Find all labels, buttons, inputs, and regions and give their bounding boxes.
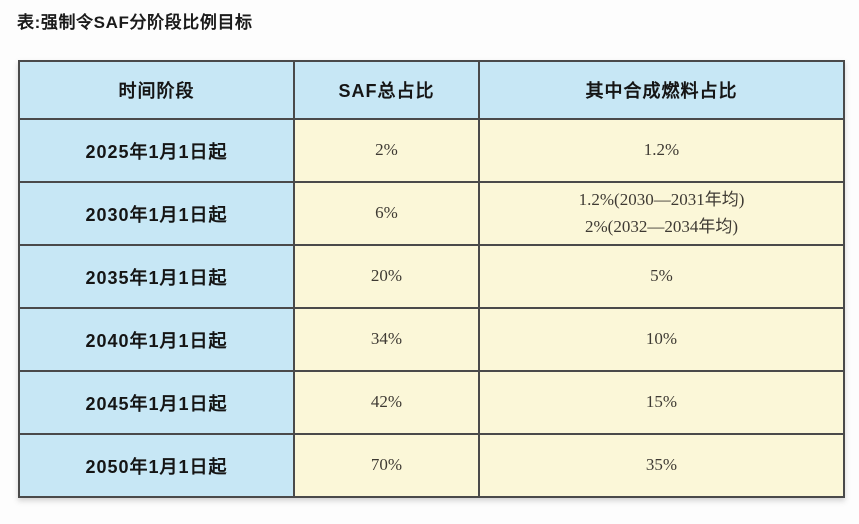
synthetic-share-cell: 10%: [478, 307, 845, 372]
period-cell: 2045年1月1日起: [18, 370, 295, 435]
saf-targets-table: 时间阶段 SAF总占比 其中合成燃料占比 2025年1月1日起 2% 1.2% …: [18, 60, 845, 498]
period-cell: 2030年1月1日起: [18, 181, 295, 246]
table-row: 2035年1月1日起 20% 5%: [18, 244, 845, 309]
header-time-period: 时间阶段: [18, 60, 295, 120]
period-cell: 2035年1月1日起: [18, 244, 295, 309]
table-row: 2045年1月1日起 42% 15%: [18, 370, 845, 435]
table-title: 表:强制令SAF分阶段比例目标: [17, 13, 253, 32]
period-cell: 2040年1月1日起: [18, 307, 295, 372]
header-saf-total-share: SAF总占比: [293, 60, 480, 120]
saf-total-cell: 70%: [293, 433, 480, 498]
saf-total-cell: 6%: [293, 181, 480, 246]
saf-total-cell: 2%: [293, 118, 480, 183]
synthetic-share-cell: 5%: [478, 244, 845, 309]
table-header: 时间阶段 SAF总占比 其中合成燃料占比: [18, 60, 845, 120]
period-cell: 2050年1月1日起: [18, 433, 295, 498]
header-synthetic-fuel-share: 其中合成燃料占比: [478, 60, 845, 120]
table-row: 2040年1月1日起 34% 10%: [18, 307, 845, 372]
synthetic-share-cell: 15%: [478, 370, 845, 435]
table-row: 2050年1月1日起 70% 35%: [18, 433, 845, 498]
saf-total-cell: 42%: [293, 370, 480, 435]
table-body: 2025年1月1日起 2% 1.2% 2030年1月1日起 6% 1.2%(20…: [18, 118, 845, 498]
synthetic-share-cell: 1.2%(2030—2031年均) 2%(2032—2034年均): [478, 181, 845, 246]
table-row: 2025年1月1日起 2% 1.2%: [18, 118, 845, 183]
header-row: 时间阶段 SAF总占比 其中合成燃料占比: [18, 60, 845, 120]
saf-total-cell: 34%: [293, 307, 480, 372]
period-cell: 2025年1月1日起: [18, 118, 295, 183]
table-row: 2030年1月1日起 6% 1.2%(2030—2031年均) 2%(2032—…: [18, 181, 845, 246]
synthetic-share-cell: 35%: [478, 433, 845, 498]
saf-total-cell: 20%: [293, 244, 480, 309]
synthetic-share-cell: 1.2%: [478, 118, 845, 183]
